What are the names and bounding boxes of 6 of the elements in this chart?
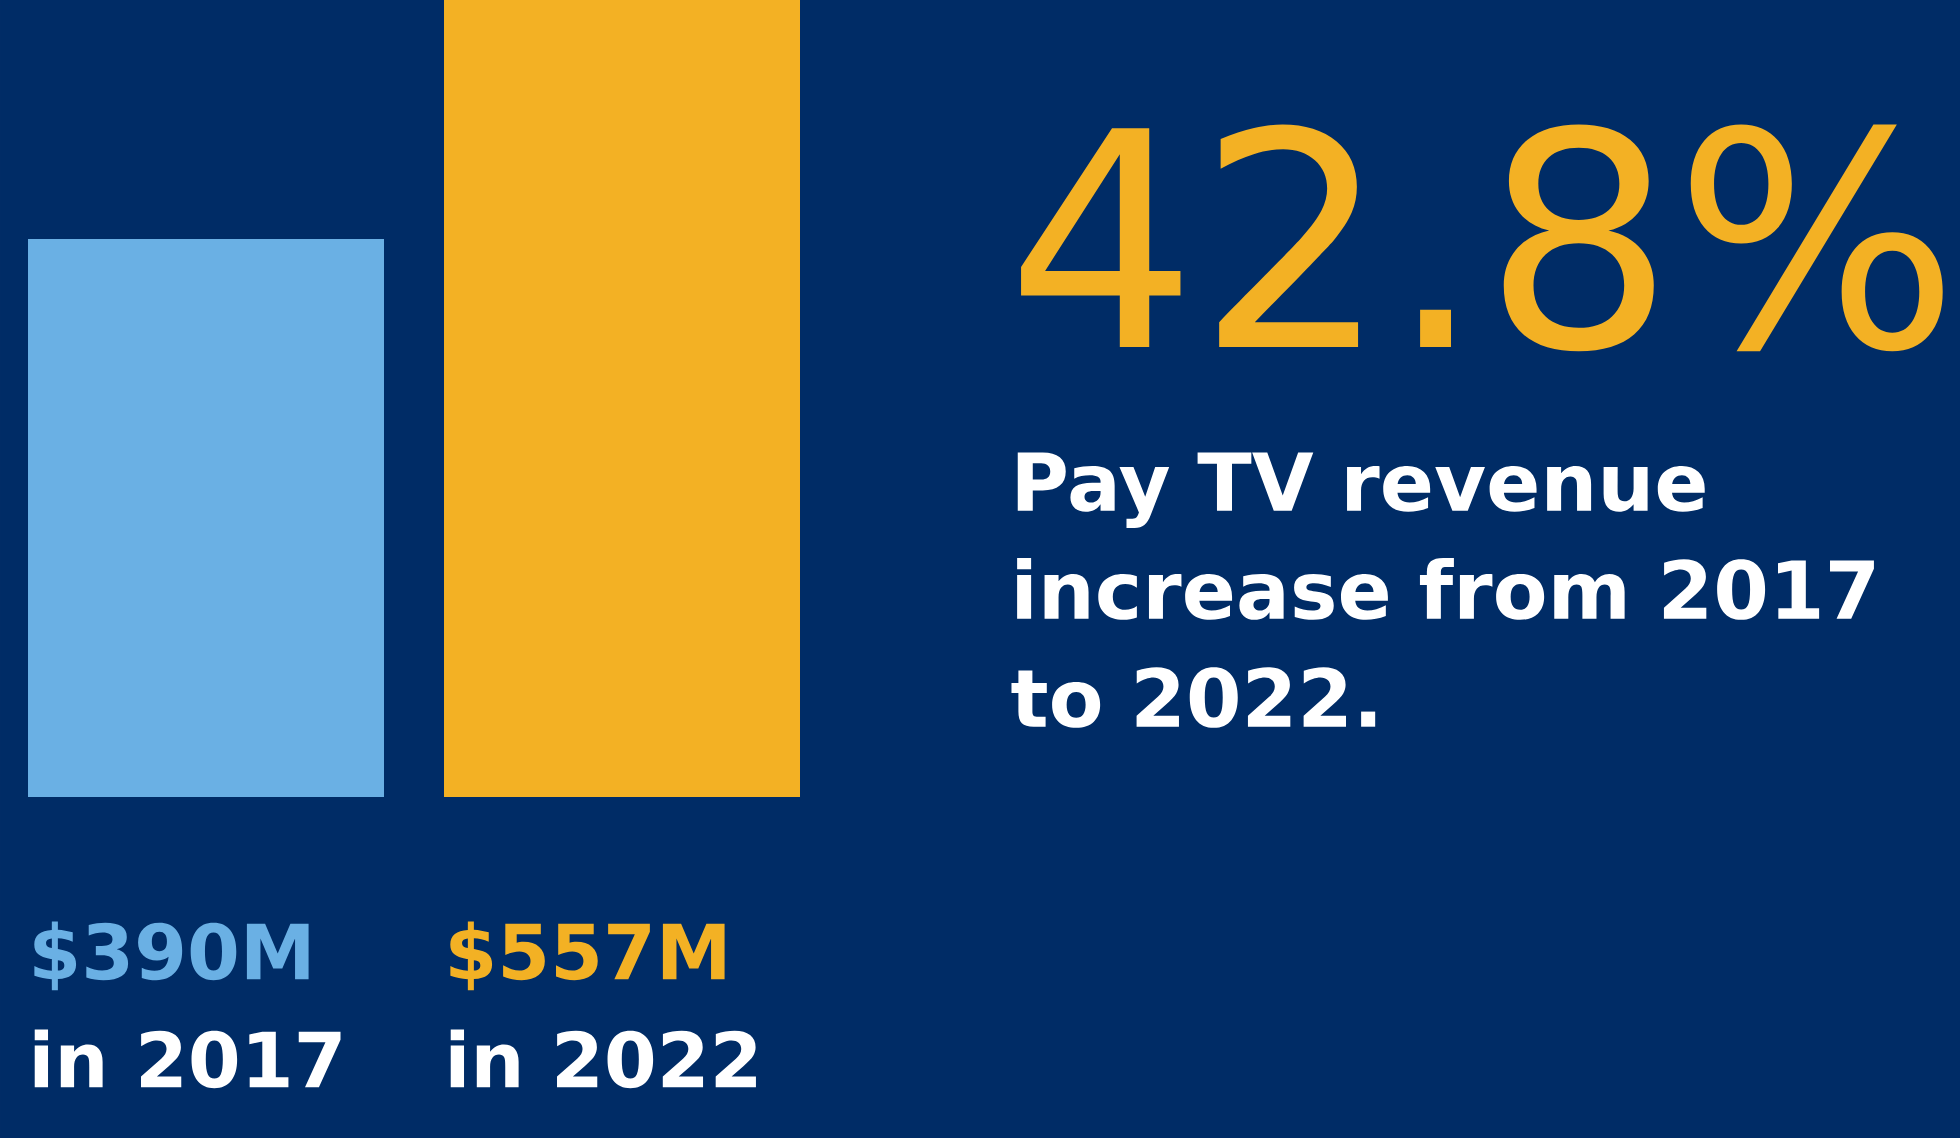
data-label: $557M [450,921,725,991]
text: 42.8% [1021,124,1943,352]
x-tick-label: in 2017 [34,1029,341,1089]
x-tick-label: in 2022 [450,1029,756,1089]
text: Pay TV revenue increase from 2017 to 2022. [1011,452,1874,728]
data-label: $390M [34,921,309,991]
